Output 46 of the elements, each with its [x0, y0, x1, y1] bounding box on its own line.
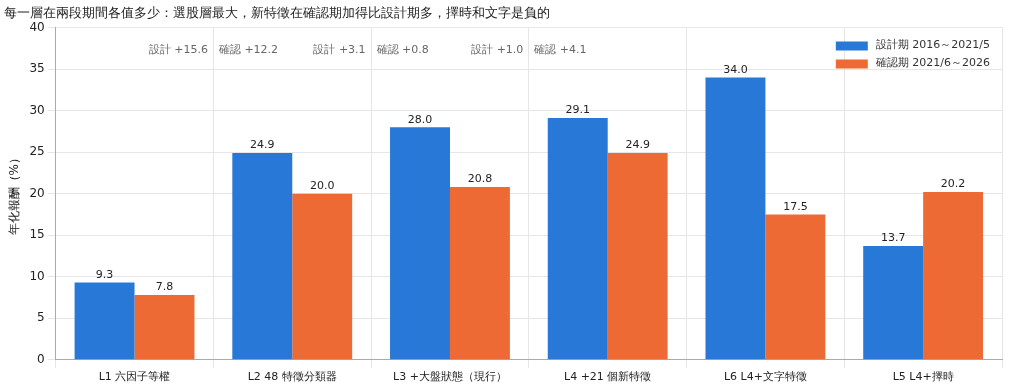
bar: [232, 153, 293, 360]
bar: [292, 193, 353, 360]
data-label: 20.2: [940, 177, 966, 191]
annotation: 設計 +3.1 確認 +0.8: [313, 43, 429, 57]
bar: [863, 246, 924, 360]
bar: [449, 187, 510, 360]
bar: [607, 153, 668, 360]
bar: [705, 77, 766, 360]
bar: [547, 118, 608, 360]
y-tick-label: 40: [29, 19, 45, 34]
y-tick-label: 25: [29, 144, 45, 159]
data-label: 17.5: [783, 199, 808, 213]
bar: [74, 282, 135, 360]
data-label: 24.9: [250, 138, 275, 152]
bar: [765, 214, 826, 360]
data-label: 34.0: [723, 62, 748, 76]
y-tick-label: 0: [37, 351, 45, 366]
x-tick-label: L1 六因子等權: [98, 370, 171, 384]
data-label: 20.8: [467, 172, 493, 186]
x-tick-label: L2 48 特徵分類器: [247, 370, 337, 384]
bar: [390, 127, 450, 360]
y-tick-label: 10: [29, 268, 45, 283]
data-label: 7.8: [155, 280, 174, 294]
annotation: 設計 +15.6 確認 +12.2: [148, 43, 279, 57]
legend-label: 確認期 2021/6～2026: [874, 56, 991, 70]
y-tick-label: 30: [29, 102, 45, 117]
data-label: 20.0: [309, 179, 335, 193]
x-tick-label: L6 L4+文字特徵: [723, 370, 807, 384]
y-axis-title: 年化報酬（%）: [7, 152, 22, 236]
legend-label: 設計期 2016～2021/5: [875, 38, 991, 52]
chart-title: 每一層在兩段期間各值多少：選股層最大，新特徵在確認期加得比設計期多，擇時和文字是負的: [4, 5, 550, 21]
data-label: 29.1: [565, 103, 590, 117]
y-tick-label: 20: [29, 185, 45, 200]
y-tick-label: 5: [37, 310, 45, 325]
bar: [134, 295, 195, 360]
data-label: 9.3: [95, 267, 114, 281]
bar: [923, 192, 984, 360]
annotation: 設計 +1.0 確認 +4.1: [471, 43, 587, 57]
data-label: 28.0: [407, 112, 433, 126]
data-label: 13.7: [880, 231, 906, 245]
y-tick-label: 35: [29, 61, 45, 76]
y-tick-label: 15: [29, 227, 45, 242]
data-label: 24.9: [625, 138, 650, 152]
x-tick-label: L5 L4+擇時: [892, 370, 954, 384]
x-tick-label: L4 +21 個新特徵: [564, 370, 652, 384]
x-tick-label: L3 +大盤狀態（現行）: [393, 370, 507, 384]
